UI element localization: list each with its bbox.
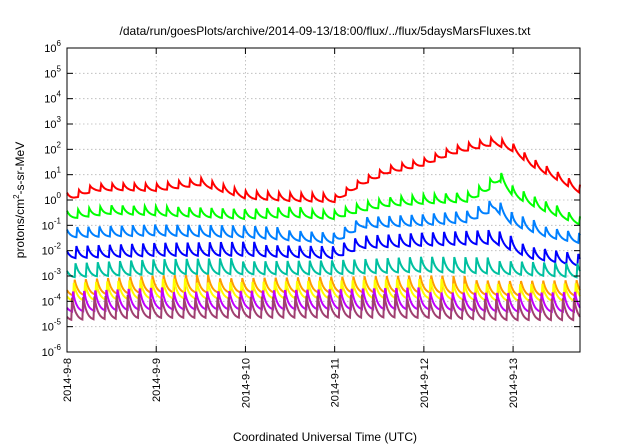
y-tick-label: 101 <box>44 166 61 182</box>
y-tick-label: 10-5 <box>42 318 62 334</box>
x-tick-label: 2014-9-10 <box>240 358 252 408</box>
y-tick-label: 105 <box>44 64 61 80</box>
series-group <box>66 134 581 322</box>
y-tick-label: 10-1 <box>42 216 62 232</box>
series-line <box>66 229 581 267</box>
series-line <box>66 200 581 245</box>
series-line <box>66 293 581 322</box>
series-line <box>66 172 581 227</box>
grid <box>67 48 580 352</box>
y-axis-label-part-2: 2 <box>12 194 21 199</box>
y-tick-label: 103 <box>44 115 61 131</box>
x-axis-label: Coordinated Universal Time (UTC) <box>233 430 417 444</box>
series-line <box>66 134 581 204</box>
chart-title: /data/run/goesPlots/archive/2014-09-13/1… <box>120 24 532 38</box>
series-line <box>66 256 581 279</box>
x-tick-label: 2014-9-8 <box>62 358 74 402</box>
y-tick-label: 102 <box>44 140 61 156</box>
y-axis-label-part-3: -s-sr-MeV <box>13 142 27 195</box>
x-tick-label: 2014-9-9 <box>151 358 163 402</box>
y-tick-label: 10-3 <box>42 267 62 283</box>
series-line <box>66 287 581 314</box>
series-line <box>66 278 581 303</box>
x-tick-label: 2014-9-12 <box>419 358 431 408</box>
y-tick-label: 10-6 <box>42 343 62 359</box>
y-tick-label: 104 <box>44 90 61 106</box>
y-tick-label: 10-4 <box>42 292 62 308</box>
y-axis: 10-6 10-5 10-4 10-3 10-2 10-1 100 101 102 103 104 1… <box>42 39 580 359</box>
series-line <box>66 274 581 298</box>
y-tick-label: 100 <box>44 191 61 207</box>
x-axis: 2014-9-8 2014-9-9 2014-9-10 2014-9-11 2014-9… <box>62 48 520 408</box>
y-tick-label: 10-2 <box>42 242 62 258</box>
y-axis-label: protons/cm2-s-sr-MeV <box>12 142 27 258</box>
x-tick-label: 2014-9-13 <box>508 358 520 408</box>
x-tick-label: 2014-9-11 <box>330 358 342 407</box>
y-tick-label: 106 <box>44 39 61 55</box>
y-axis-label-part-1: protons/cm <box>13 199 27 258</box>
